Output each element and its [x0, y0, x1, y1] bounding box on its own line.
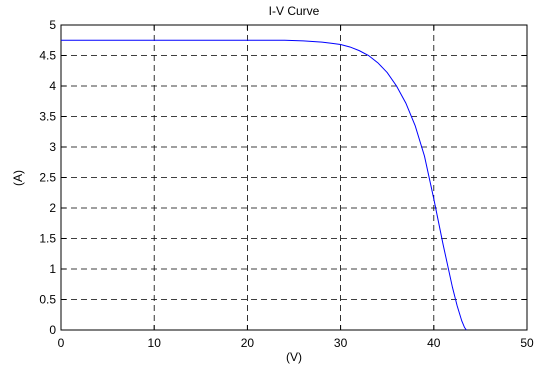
iv-series-line — [61, 39, 467, 331]
x-tick-label: 20 — [241, 336, 255, 350]
y-tick-labels: 0 0.5 1 1.5 2 2.5 3 3.5 4 4.5 5 — [39, 18, 56, 337]
y-tick-label: 0 — [49, 323, 56, 337]
y-tick-label: 2 — [49, 201, 56, 215]
y-tick-label: 0.5 — [39, 293, 56, 307]
y-tick-label: 2.5 — [39, 171, 56, 185]
x-axis-label: (V) — [286, 350, 302, 364]
x-tick-label: 40 — [427, 336, 441, 350]
y-tick-label: 3.5 — [39, 110, 56, 124]
y-tick-label: 4 — [49, 79, 56, 93]
y-tick-label: 1.5 — [39, 232, 56, 246]
y-tick-label: 3 — [49, 140, 56, 154]
series-layer — [61, 39, 467, 331]
x-tick-label: 0 — [58, 336, 65, 350]
y-axis-label: (A) — [11, 170, 25, 186]
y-tick-label: 1 — [49, 262, 56, 276]
x-tick-label: 30 — [334, 336, 348, 350]
chart-title: I-V Curve — [269, 4, 320, 18]
x-tick-label: 10 — [148, 336, 162, 350]
y-tick-label: 4.5 — [39, 49, 56, 63]
y-tick-label: 5 — [49, 18, 56, 32]
x-tick-labels: 0 10 20 30 40 50 — [58, 336, 534, 350]
grid-lines — [61, 25, 527, 330]
x-tick-label: 50 — [520, 336, 534, 350]
tick-marks — [60, 24, 528, 331]
